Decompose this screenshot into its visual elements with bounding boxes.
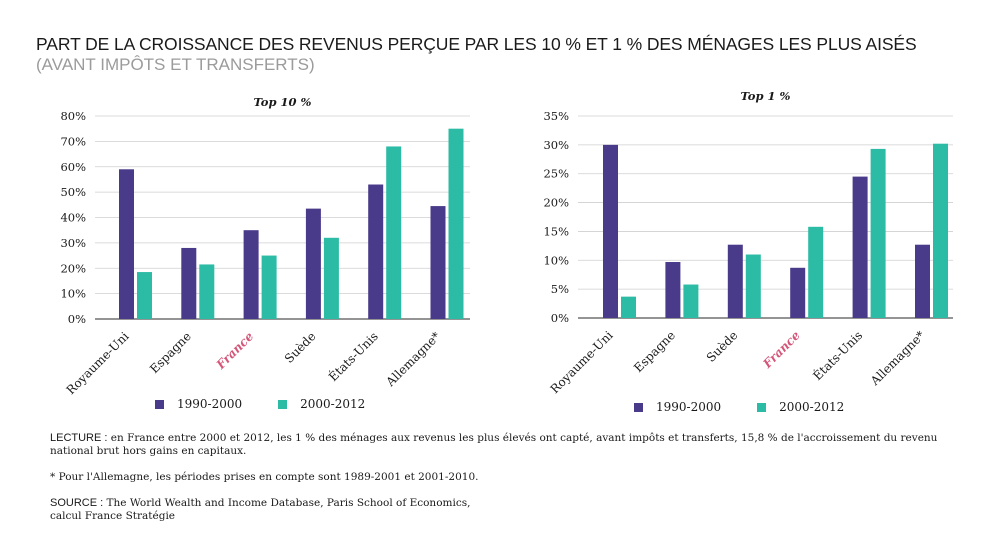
source-note: SOURCE : The World Wealth and Income Dat… — [50, 497, 950, 523]
legend-swatch-2000-2012 — [757, 402, 767, 412]
top10-bar-1990-2000 — [119, 169, 134, 319]
top1-bar-1990-2000 — [665, 262, 681, 318]
top1-y-tick-label: 25% — [543, 167, 569, 181]
top10-title: Top 10 % — [254, 95, 312, 109]
top10-bar-2000-2012 — [386, 146, 402, 319]
top1-y-tick-label: 0% — [551, 311, 569, 325]
top1-x-tick-label: Royaume-Uni — [548, 328, 616, 396]
top10-bar-2000-2012 — [448, 128, 464, 319]
top10-chart: Top 10 % 0% 10% 20% 30% 40% 50% 60% 70% 80% Royaum… — [60, 95, 470, 397]
top10-bar-1990-2000 — [368, 184, 384, 319]
legend-label-1990-2000: 1990-2000 — [177, 397, 243, 411]
top1-y-tick-label: 30% — [543, 138, 569, 152]
top10-x-tick-label: Allemagne* — [383, 329, 443, 389]
top1-y-tick-label: 5% — [551, 282, 569, 296]
top10-y-tick-label: 70% — [60, 134, 86, 148]
top10-x-tick-label: Royaume-Uni — [64, 329, 132, 397]
top1-bar-2000-2012 — [683, 284, 699, 318]
top1-y-tick-label: 15% — [543, 224, 569, 238]
footnote: * Pour l'Allemagne, les périodes prises … — [50, 471, 479, 483]
source-text-2: calcul France Stratégie — [50, 510, 176, 522]
legend-item-1990-2000: 1990-2000 — [634, 400, 721, 414]
top10-y-tick-label: 20% — [60, 261, 86, 275]
top10-bar-1990-2000 — [430, 206, 446, 319]
top10-bar-2000-2012 — [199, 264, 215, 319]
top10-y-tick-label: 40% — [60, 211, 86, 225]
legend-swatch-1990-2000 — [155, 399, 164, 409]
top10-bar-1990-2000 — [305, 208, 321, 319]
legend-swatch-1990-2000 — [634, 402, 643, 412]
top10-x-tick-label: Espagne — [147, 329, 194, 376]
top10-legend: 1990-2000 2000-2012 — [155, 397, 401, 411]
top1-x-tick-label: France — [760, 328, 803, 371]
top1-bar-2000-2012 — [745, 254, 761, 318]
top1-chart: Top 1 % 0% 5% 10% 15% 20% 25% 30% 35% Royaume-Uni… — [543, 89, 953, 396]
top1-legend: 1990-2000 2000-2012 — [634, 400, 880, 414]
top1-x-tick-label: Allemagne* — [867, 328, 927, 388]
top1-x-tick-label: Espagne — [631, 328, 678, 375]
top1-bar-1990-2000 — [603, 144, 618, 318]
top10-y-tick-label: 30% — [60, 236, 86, 250]
chart-subtitle: (AVANT IMPÔTS ET TRANSFERTS) — [36, 55, 315, 74]
top10-bar-2000-2012 — [137, 272, 152, 319]
charts-svg: Top 10 % 0% 10% 20% 30% 40% 50% 60% 70% 80% Royaum… — [60, 89, 953, 397]
legend-label-2000-2012: 2000-2012 — [779, 400, 845, 414]
top10-bar-1990-2000 — [181, 247, 197, 319]
top1-bar-1990-2000 — [790, 267, 806, 318]
top10-y-tick-label: 0% — [68, 312, 86, 326]
top1-bar-2000-2012 — [621, 296, 636, 318]
top10-x-tick-label: États-Unis — [325, 329, 381, 385]
top10-y-tick-label: 10% — [60, 287, 86, 301]
top10-y-tick-label: 50% — [60, 185, 86, 199]
top1-x-tick-label: Suède — [704, 328, 741, 365]
top1-y-tick-label: 10% — [543, 253, 569, 267]
legend-item-2000-2012: 2000-2012 — [757, 400, 844, 414]
top1-y-tick-label: 35% — [543, 109, 569, 123]
top1-bar-1990-2000 — [727, 244, 743, 318]
top10-x-tick-label: France — [213, 329, 256, 372]
top1-title: Top 1 % — [741, 89, 791, 103]
top1-bar-1990-2000 — [852, 176, 868, 318]
chart-title: PART DE LA CROISSANCE DES REVENUS PERÇUE… — [36, 34, 917, 54]
top1-bar-2000-2012 — [933, 143, 948, 318]
top1-bar-1990-2000 — [915, 244, 930, 318]
legend-label-1990-2000: 1990-2000 — [656, 400, 722, 414]
notes: LECTURE : en France entre 2000 et 2012, … — [50, 432, 950, 536]
top1-x-tick-label: États-Unis — [810, 328, 866, 384]
legend-item-2000-2012: 2000-2012 — [278, 397, 365, 411]
legend-swatch-2000-2012 — [278, 399, 288, 409]
top1-y-tick-label: 20% — [543, 196, 569, 210]
lecture-label: LECTURE : — [50, 432, 108, 444]
legend-label-2000-2012: 2000-2012 — [300, 397, 366, 411]
source-label: SOURCE : — [50, 497, 104, 509]
top10-x-tick-label: Suède — [282, 329, 319, 366]
source-text: The World Wealth and Income Database, Pa… — [103, 497, 471, 509]
top10-y-tick-label: 60% — [60, 160, 86, 174]
top10-bar-2000-2012 — [323, 237, 339, 319]
lecture-note: LECTURE : en France entre 2000 et 2012, … — [50, 432, 950, 458]
top10-bar-1990-2000 — [243, 230, 259, 319]
lecture-text: en France entre 2000 et 2012, les 1 % de… — [50, 432, 938, 457]
legend-item-1990-2000: 1990-2000 — [155, 397, 242, 411]
top10-y-tick-label: 80% — [60, 109, 86, 123]
top1-bar-2000-2012 — [870, 148, 886, 318]
top1-bar-2000-2012 — [808, 226, 824, 318]
top10-bar-2000-2012 — [261, 255, 277, 319]
